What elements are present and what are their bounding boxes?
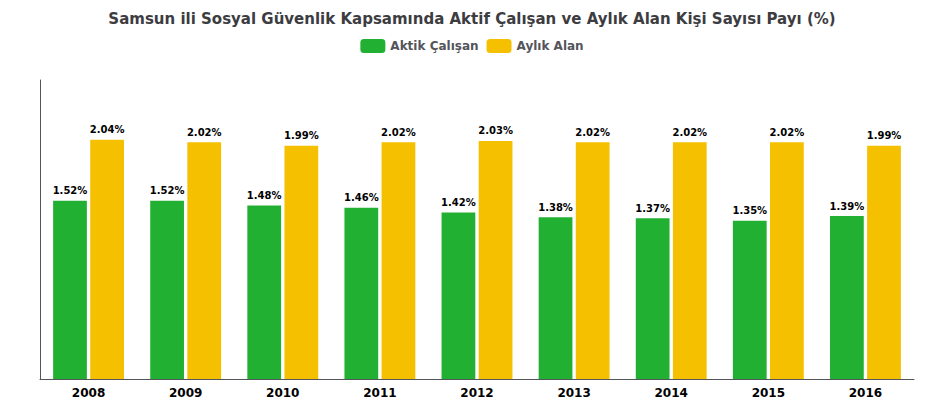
svg-text:2016: 2016 — [849, 386, 882, 400]
svg-text:2.02%: 2.02% — [575, 127, 610, 138]
svg-text:2.02%: 2.02% — [187, 127, 222, 138]
svg-text:2014: 2014 — [655, 386, 688, 400]
svg-text:1.99%: 1.99% — [867, 130, 902, 141]
svg-text:2015: 2015 — [752, 386, 785, 400]
svg-text:1.35%: 1.35% — [732, 205, 767, 216]
svg-text:1.46%: 1.46% — [344, 192, 379, 203]
svg-text:2.02%: 2.02% — [381, 127, 416, 138]
svg-text:2008: 2008 — [72, 386, 105, 400]
svg-text:1.48%: 1.48% — [247, 190, 282, 201]
svg-text:1.39%: 1.39% — [830, 201, 865, 212]
svg-text:2012: 2012 — [460, 386, 493, 400]
svg-text:1.37%: 1.37% — [635, 203, 670, 214]
svg-text:2013: 2013 — [557, 386, 590, 400]
svg-text:Aktik Çalışan: Aktik Çalışan — [390, 39, 478, 53]
svg-text:2010: 2010 — [266, 386, 299, 400]
svg-text:1.99%: 1.99% — [284, 130, 319, 141]
svg-text:2.02%: 2.02% — [770, 127, 805, 138]
svg-text:Samsun ili Sosyal Güvenlik Kap: Samsun ili Sosyal Güvenlik Kapsamında Ak… — [108, 10, 835, 28]
svg-text:2011: 2011 — [363, 386, 396, 400]
svg-text:2.04%: 2.04% — [90, 124, 125, 135]
svg-text:2009: 2009 — [169, 386, 202, 400]
svg-text:Aylık Alan: Aylık Alan — [517, 39, 584, 53]
svg-text:1.52%: 1.52% — [53, 185, 88, 196]
svg-text:1.38%: 1.38% — [538, 202, 573, 213]
svg-text:2.02%: 2.02% — [672, 127, 707, 138]
svg-text:1.42%: 1.42% — [441, 197, 476, 208]
svg-text:1.52%: 1.52% — [150, 185, 185, 196]
svg-text:2.03%: 2.03% — [478, 125, 513, 136]
